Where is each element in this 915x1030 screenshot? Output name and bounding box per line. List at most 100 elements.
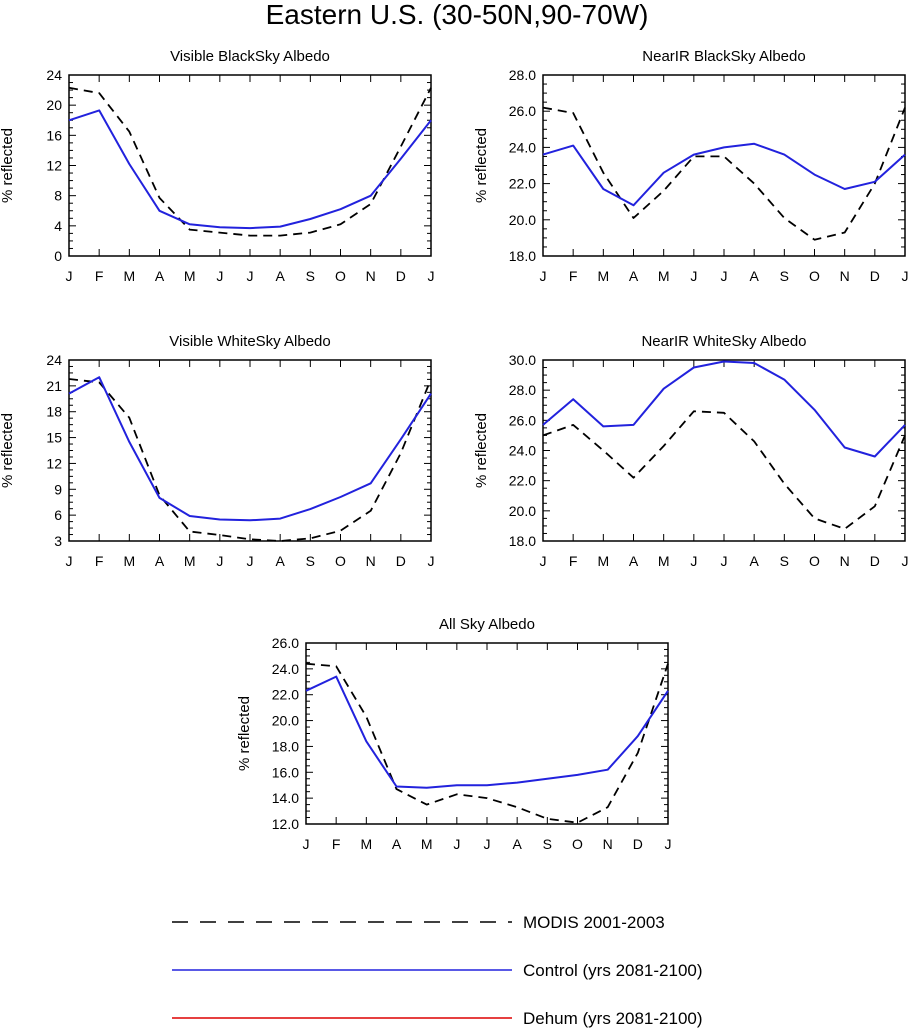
- x-tick-label: N: [366, 553, 376, 569]
- x-tick-label: O: [335, 268, 346, 284]
- y-tick-label: 18.0: [509, 248, 536, 264]
- y-axis-label: % reflected: [0, 413, 16, 488]
- panel-title: NearIR WhiteSky Albedo: [641, 333, 806, 350]
- x-tick-label: M: [597, 268, 609, 284]
- x-tick-label: J: [721, 268, 728, 284]
- y-tick-label: 18.0: [272, 738, 299, 754]
- y-tick-label: 3: [54, 533, 62, 549]
- x-tick-label: A: [275, 553, 285, 569]
- y-axis-label: % reflected: [236, 696, 253, 771]
- y-tick-label: 20.0: [509, 212, 536, 228]
- x-tick-label: O: [335, 553, 346, 569]
- y-axis-label: % reflected: [473, 128, 490, 203]
- y-tick-label: 16: [46, 127, 62, 143]
- panel-title: NearIR BlackSky Albedo: [642, 48, 805, 65]
- panel-all-sky: All Sky Albedo % reflected 12.0 14.0 16.0 18.…: [236, 616, 672, 852]
- series-line-control: [305, 675, 669, 789]
- y-tick-label: 18.0: [509, 533, 536, 549]
- series-line-modis: [68, 86, 432, 237]
- y-tick-label: 22.0: [509, 473, 536, 489]
- x-tick-label: J: [66, 553, 73, 569]
- y-tick-label: 24: [46, 67, 62, 83]
- series-line-modis: [68, 378, 432, 542]
- y-tick-label: 12: [46, 455, 62, 471]
- x-tick-label: A: [155, 553, 165, 569]
- x-tick-label: J: [721, 553, 728, 569]
- series-line-control: [68, 376, 432, 522]
- series-line-control: [68, 109, 432, 230]
- x-tick-label: N: [603, 836, 613, 852]
- y-tick-label: 12: [46, 158, 62, 174]
- series-line-control: [542, 360, 906, 458]
- x-tick-label: J: [453, 836, 460, 852]
- plot-frame: [305, 642, 669, 825]
- panel-visible-whitesky: Visible WhiteSky Albedo % reflected 3 6 9 12 1…: [0, 333, 435, 569]
- x-tick-label: A: [749, 553, 759, 569]
- y-tick-label: 21: [46, 378, 62, 394]
- x-tick-label: M: [658, 553, 670, 569]
- x-tick-label: D: [870, 268, 880, 284]
- x-tick-label: A: [155, 268, 165, 284]
- x-tick-label: J: [665, 836, 672, 852]
- y-tick-label: 26.0: [272, 635, 299, 651]
- y-tick-label: 15: [46, 430, 62, 446]
- x-tick-label: N: [840, 553, 850, 569]
- x-tick-label: J: [428, 268, 435, 284]
- legend: MODIS 2001-2003 Control (yrs 2081-2100) …: [172, 913, 703, 1028]
- x-tick-label: M: [421, 836, 433, 852]
- y-tick-label: 20.0: [272, 713, 299, 729]
- x-tick-label: F: [95, 268, 104, 284]
- y-tick-label: 26.0: [509, 103, 536, 119]
- x-tick-label: J: [66, 268, 73, 284]
- x-tick-label: A: [392, 836, 402, 852]
- x-tick-label: F: [569, 553, 578, 569]
- x-tick-label: O: [572, 836, 583, 852]
- x-tick-label: M: [184, 553, 196, 569]
- panel-title: All Sky Albedo: [439, 616, 535, 633]
- y-tick-label: 6: [54, 507, 62, 523]
- x-tick-label: A: [749, 268, 759, 284]
- x-tick-label: J: [484, 836, 491, 852]
- x-tick-label: F: [332, 836, 341, 852]
- x-tick-label: J: [902, 553, 909, 569]
- series-line-modis: [542, 410, 906, 530]
- x-tick-label: J: [690, 553, 697, 569]
- x-tick-label: O: [809, 553, 820, 569]
- plot-frame: [542, 359, 906, 542]
- x-tick-label: D: [396, 553, 406, 569]
- x-tick-label: F: [569, 268, 578, 284]
- y-tick-label: 14.0: [272, 790, 299, 806]
- x-tick-label: D: [396, 268, 406, 284]
- x-tick-label: J: [216, 268, 223, 284]
- x-tick-label: A: [275, 268, 285, 284]
- series-line-modis: [305, 662, 669, 824]
- x-tick-label: A: [629, 553, 639, 569]
- y-tick-label: 26.0: [509, 412, 536, 428]
- figure-title: Eastern U.S. (30-50N,90-70W): [266, 0, 649, 30]
- x-tick-label: J: [540, 268, 547, 284]
- panel-visible-blacksky: Visible BlackSky Albedo % reflected 0 4 8 12 1…: [0, 48, 435, 284]
- x-tick-label: F: [95, 553, 104, 569]
- x-tick-label: D: [870, 553, 880, 569]
- x-tick-label: M: [658, 268, 670, 284]
- plot-frame: [542, 74, 906, 257]
- series-line-modis: [542, 106, 906, 241]
- series-line-control: [542, 142, 906, 207]
- x-tick-label: J: [690, 268, 697, 284]
- x-tick-label: D: [633, 836, 643, 852]
- panel-title: Visible WhiteSky Albedo: [169, 333, 330, 350]
- y-tick-label: 28.0: [509, 382, 536, 398]
- x-tick-label: J: [902, 268, 909, 284]
- x-tick-label: J: [303, 836, 310, 852]
- y-tick-label: 30.0: [509, 352, 536, 368]
- y-tick-label: 24: [46, 352, 62, 368]
- y-tick-label: 24.0: [509, 139, 536, 155]
- y-tick-label: 16.0: [272, 764, 299, 780]
- panel-nearir-blacksky: NearIR BlackSky Albedo % reflected 18.0 20.…: [473, 48, 909, 284]
- y-axis-label: % reflected: [0, 128, 16, 203]
- legend-dehum-label: Dehum (yrs 2081-2100): [523, 1009, 703, 1028]
- panel-nearir-whitesky: NearIR WhiteSky Albedo % reflected 18.0 20.…: [473, 333, 909, 569]
- x-tick-label: M: [360, 836, 372, 852]
- x-tick-label: O: [809, 268, 820, 284]
